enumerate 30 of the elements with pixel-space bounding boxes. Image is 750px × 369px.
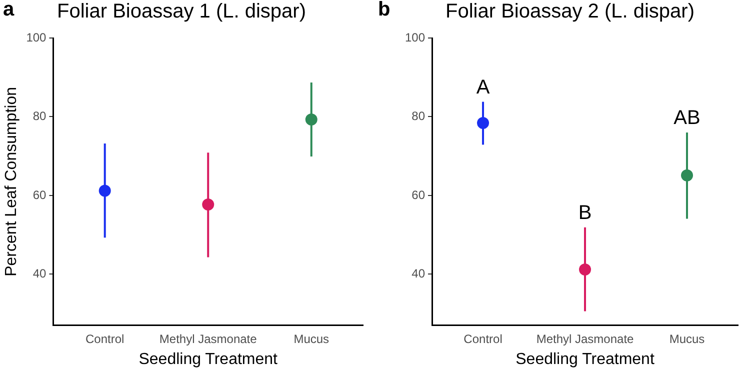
y-axis-title: Percent Leaf Consumption [3, 86, 20, 276]
text: a [3, 0, 15, 21]
x-tick-label: Methyl Jasmonate [536, 332, 634, 346]
point [477, 117, 490, 130]
y-tick-label: 60 [32, 188, 47, 202]
y-tick-label: 80 [412, 109, 426, 124]
y-tick-label: 60 [412, 188, 426, 202]
y-tick-label: 40 [412, 266, 426, 281]
y-tick-label: 40 [32, 266, 47, 281]
x-tick-label: Control [86, 332, 124, 346]
chart-title: Foliar Bioassay 1 (L. dispar) [57, 0, 306, 23]
annotation: AB [674, 107, 700, 130]
x-tick-label: Methyl Jasmonate [159, 332, 258, 346]
point [579, 263, 592, 276]
annotation: A [476, 76, 490, 98]
annotation: B [578, 202, 592, 224]
point [681, 169, 694, 182]
point [305, 113, 318, 126]
point [98, 184, 111, 197]
x-tick-label: Mucus [669, 332, 705, 346]
x-tick-label: Mucus [294, 332, 330, 346]
text: b [378, 0, 390, 21]
y-tick-label: 100 [404, 30, 426, 44]
chart-title: Foliar Bioassay 2 (L. dispar) [446, 0, 694, 23]
x-axis-title: Seedling Treatment [516, 350, 655, 368]
x-axis-title: Seedling Treatment [138, 350, 278, 368]
y-tick-label: 100 [26, 30, 47, 44]
x-tick-label: Control [464, 332, 502, 346]
y-tick-label: 80 [32, 109, 47, 124]
point [202, 198, 214, 211]
